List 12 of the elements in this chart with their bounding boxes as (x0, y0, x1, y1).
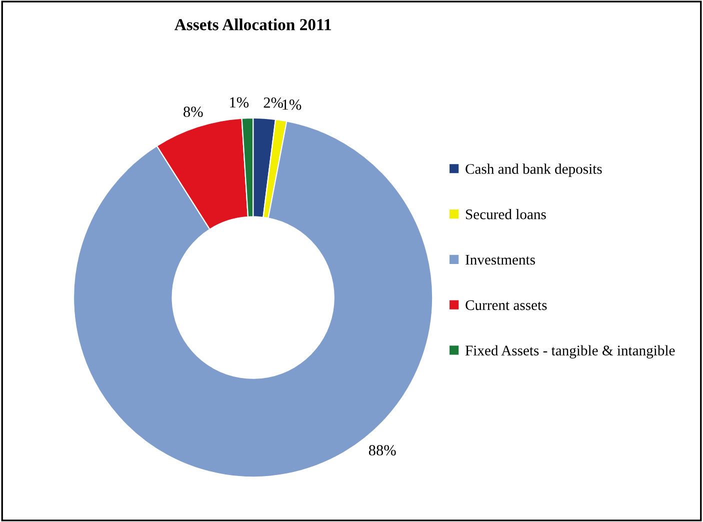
legend-label: Current assets (466, 300, 547, 310)
data-label: 1% (230, 97, 249, 108)
legend-label: Cash and bank deposits (466, 164, 602, 177)
data-label: 1% (282, 100, 302, 110)
data-label: 88% (368, 445, 396, 456)
data-label: 2% (264, 98, 283, 108)
legend-label: Secured loans (466, 209, 546, 220)
donut-slice (72, 120, 434, 478)
legend-label: Fixed Assets - tangible & intangible (465, 345, 675, 358)
chart-title: Assets Allocation 2011 (174, 18, 331, 30)
data-label: 8% (184, 106, 203, 117)
legend-label: Investments (466, 254, 535, 265)
